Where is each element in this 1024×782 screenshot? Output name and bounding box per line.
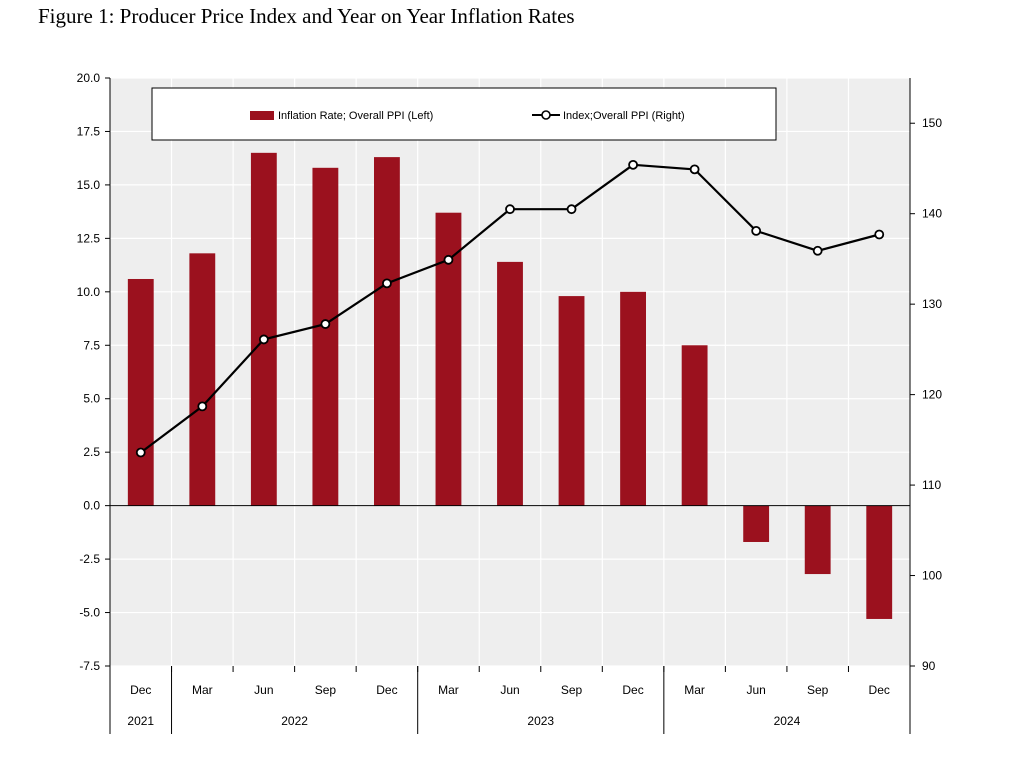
year-label: 2021 (127, 714, 154, 728)
left-tick-label: 5.0 (83, 392, 100, 406)
x-tick-label: Jun (500, 683, 519, 697)
line-point (382, 278, 392, 289)
left-tick-label: 17.5 (77, 124, 101, 138)
year-label: 2022 (281, 714, 308, 728)
line-point (258, 334, 269, 345)
year-label: 2024 (774, 714, 801, 728)
axes (109, 78, 911, 672)
x-tick-label: Jun (254, 683, 273, 697)
bar (620, 291, 646, 506)
right-tick-label: 110 (922, 478, 941, 492)
left-tick-label: 0.0 (83, 499, 100, 513)
left-tick-label: 2.5 (83, 445, 100, 459)
left-tick-label: -2.5 (79, 552, 100, 566)
x-tick-label: Sep (561, 683, 583, 697)
bar (127, 278, 154, 506)
line-point (751, 225, 762, 236)
left-tick-label: 12.5 (77, 231, 101, 245)
x-tick-label: Sep (807, 683, 829, 697)
bar (250, 152, 277, 506)
left-tick-label: -7.5 (79, 659, 100, 673)
x-tick-label: Dec (622, 683, 643, 697)
bar (497, 261, 523, 506)
line-point (135, 447, 146, 458)
right-tick-label: 130 (922, 297, 942, 311)
line-point (689, 164, 700, 175)
left-tick-label: 15.0 (77, 178, 101, 192)
x-tick-label: Dec (130, 683, 151, 697)
legend-bar-swatch (250, 111, 274, 120)
left-tick-label: 20.0 (77, 71, 101, 85)
right-tick-label: 120 (922, 388, 942, 402)
bar (804, 505, 831, 575)
left-tick-label: -5.0 (79, 606, 100, 620)
x-tick-label: Mar (684, 683, 705, 697)
bar (866, 505, 893, 619)
bar (558, 296, 585, 506)
bar (312, 167, 339, 506)
right-tick-label: 140 (922, 207, 942, 221)
left-axis-ticks: 20.0 17.5 15.0 12.5 10.0 7.5 5.0 2.5 0.0 -2.5 -5.0… (77, 71, 110, 673)
line-point (566, 204, 577, 215)
line-point (812, 245, 823, 256)
x-tick-label: Dec (376, 683, 397, 697)
left-tick-label: 10.0 (77, 285, 101, 299)
year-label: 2023 (527, 714, 554, 728)
figure-title: Figure 1: Producer Price Index and Year … (38, 4, 575, 28)
right-tick-label: 90 (922, 659, 936, 673)
legend-line-marker (541, 110, 551, 120)
bar (743, 505, 770, 542)
bar (681, 345, 708, 506)
right-tick-label: 100 (922, 569, 942, 583)
bar (374, 157, 400, 506)
x-tick-label: Sep (315, 683, 337, 697)
x-tick-label: Jun (746, 683, 765, 697)
bar (189, 253, 216, 506)
right-tick-label: 150 (922, 116, 942, 130)
x-tick-label: Mar (192, 683, 213, 697)
legend-bar-label: Inflation Rate; Overall PPI (Left) (278, 110, 433, 122)
line-point (197, 401, 208, 412)
line-point (874, 229, 885, 240)
x-axis-labels: Dec Mar Jun Sep Dec Mar Jun Sep Dec Mar Jun Sep Dec 2… (109, 666, 911, 734)
x-tick-label: Dec (869, 683, 890, 697)
line-point (505, 204, 515, 215)
left-tick-label: 7.5 (83, 338, 100, 352)
line-point (628, 159, 638, 170)
bar-series (127, 152, 893, 619)
line-point (320, 319, 331, 329)
line-point (443, 254, 454, 265)
right-axis-ticks: 150 140 130 120 110 100 90 (910, 116, 942, 673)
legend-line-label: Index;Overall PPI (Right) (563, 110, 685, 122)
line-points (135, 159, 885, 458)
legend: Inflation Rate; Overall PPI (Left) Index;… (151, 87, 777, 141)
x-tick-label: Mar (438, 683, 459, 697)
